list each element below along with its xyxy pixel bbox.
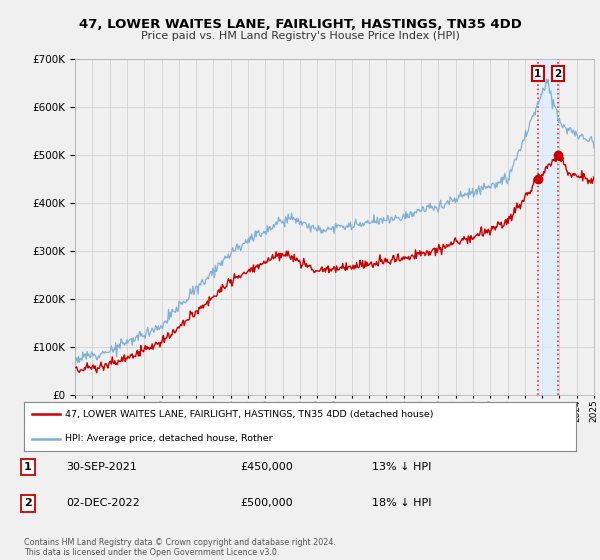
- Bar: [538, 59, 558, 395]
- Text: 1: 1: [24, 462, 32, 472]
- Text: £450,000: £450,000: [240, 462, 293, 472]
- Text: Price paid vs. HM Land Registry's House Price Index (HPI): Price paid vs. HM Land Registry's House …: [140, 31, 460, 41]
- Text: 47, LOWER WAITES LANE, FAIRLIGHT, HASTINGS, TN35 4DD (detached house): 47, LOWER WAITES LANE, FAIRLIGHT, HASTIN…: [65, 410, 434, 419]
- Text: HPI: Average price, detached house, Rother: HPI: Average price, detached house, Roth…: [65, 435, 273, 444]
- Text: 47, LOWER WAITES LANE, FAIRLIGHT, HASTINGS, TN35 4DD: 47, LOWER WAITES LANE, FAIRLIGHT, HASTIN…: [79, 18, 521, 31]
- Text: 1: 1: [534, 69, 541, 79]
- Text: 18% ↓ HPI: 18% ↓ HPI: [372, 498, 431, 508]
- Text: 30-SEP-2021: 30-SEP-2021: [66, 462, 137, 472]
- Text: £500,000: £500,000: [240, 498, 293, 508]
- Text: Contains HM Land Registry data © Crown copyright and database right 2024.
This d: Contains HM Land Registry data © Crown c…: [24, 538, 336, 557]
- Text: 2: 2: [554, 69, 562, 79]
- Text: 13% ↓ HPI: 13% ↓ HPI: [372, 462, 431, 472]
- Text: 2: 2: [24, 498, 32, 508]
- Text: 02-DEC-2022: 02-DEC-2022: [66, 498, 140, 508]
